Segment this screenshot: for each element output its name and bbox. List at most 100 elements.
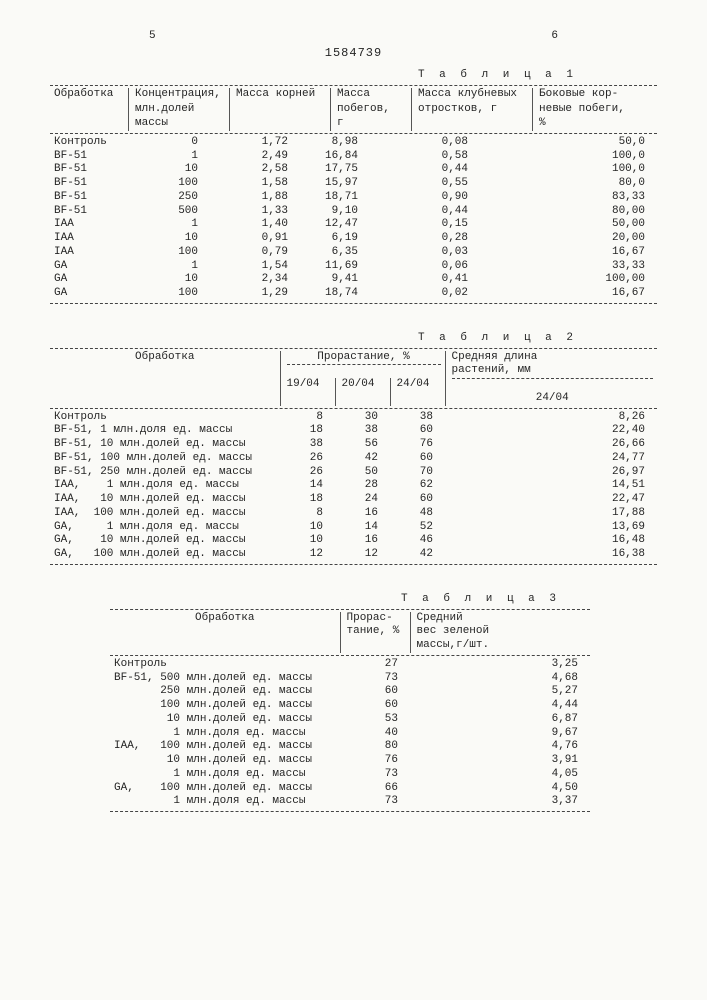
- t2-h2b: 20/04: [335, 378, 390, 392]
- table-row: GA1001,2918,740,0216,67: [50, 287, 657, 301]
- cell: 38: [280, 438, 335, 452]
- table-row: IAA, 100 млн.долей ед. массы8164817,88: [50, 507, 657, 521]
- cell: GA, 100 млн.долей ед. массы: [50, 548, 280, 562]
- cell: IAA: [50, 246, 120, 260]
- table-row: BF-515001,339,100,4480,00: [50, 205, 657, 219]
- cell: 24,77: [445, 452, 657, 466]
- table-row: BF-51, 10 млн.долей ед. массы38567626,66: [50, 438, 657, 452]
- cell: 18,71: [300, 191, 370, 205]
- t1-h4a: Масса: [331, 88, 412, 104]
- cell: 100: [120, 177, 210, 191]
- cell: 76: [340, 754, 410, 768]
- cell: 1,29: [210, 287, 300, 301]
- cell: GA: [50, 273, 120, 287]
- table-row: BF-51, 500 млн.долей ед. массы734,68: [110, 672, 590, 686]
- cell: 50: [335, 466, 390, 480]
- table3-body: Контроль273,25BF-51, 500 млн.долей ед. м…: [110, 658, 590, 809]
- table-row: GA, 100 млн.долей ед. массы12124216,38: [50, 548, 657, 562]
- cell: 48: [390, 507, 445, 521]
- cell: 50,0: [480, 136, 657, 150]
- cell: 14: [280, 479, 335, 493]
- page-numbers: 5 6: [50, 30, 657, 44]
- t3-h2a: Прорас-: [340, 612, 410, 626]
- t1-h4c: г: [331, 117, 412, 131]
- cell: 1,33: [210, 205, 300, 219]
- cell: GA, 1 млн.доля ед. массы: [50, 521, 280, 535]
- cell: 16: [335, 507, 390, 521]
- cell: 500: [120, 205, 210, 219]
- cell: 1,58: [210, 177, 300, 191]
- cell: 17,88: [445, 507, 657, 521]
- cell: 1,54: [210, 260, 300, 274]
- cell: 12,47: [300, 218, 370, 232]
- cell: IAA, 100 млн.долей ед. массы: [110, 740, 340, 754]
- cell: 14: [335, 521, 390, 535]
- t2-h1: Обработка: [50, 351, 280, 365]
- cell: 62: [390, 479, 445, 493]
- cell: 10: [120, 232, 210, 246]
- t2-h2c: 24/04: [390, 378, 445, 392]
- cell: 1,40: [210, 218, 300, 232]
- cell: 80: [340, 740, 410, 754]
- cell: 1: [120, 218, 210, 232]
- cell: 0,90: [370, 191, 480, 205]
- cell: 4,50: [410, 782, 590, 796]
- table-row: IAA, 10 млн.долей ед. массы18246022,47: [50, 493, 657, 507]
- table1-title: Т а б л и ц а 1: [50, 69, 577, 83]
- table-row: 10 млн.долей ед. массы763,91: [110, 754, 590, 768]
- cell: 0,41: [370, 273, 480, 287]
- cell: BF-51: [50, 205, 120, 219]
- cell: 9,10: [300, 205, 370, 219]
- cell: 16,67: [480, 246, 657, 260]
- t1-h2b: млн.долей: [129, 103, 230, 117]
- cell: IAA: [50, 218, 120, 232]
- cell: 3,25: [410, 658, 590, 672]
- t3-h1: Обработка: [110, 612, 340, 626]
- t1-h6b: невые побеги,: [533, 103, 658, 117]
- table-row: GA102,349,410,41100,00: [50, 273, 657, 287]
- table-row: IAA, 100 млн.долей ед. массы804,76: [110, 740, 590, 754]
- t1-h6c: %: [533, 117, 658, 131]
- cell: 16,38: [445, 548, 657, 562]
- t2-h2: Прорастание, %: [280, 351, 445, 365]
- cell: 3,37: [410, 795, 590, 809]
- cell: 16,67: [480, 287, 657, 301]
- table-row: Контроль830388,26: [50, 411, 657, 425]
- cell: 8,98: [300, 136, 370, 150]
- cell: 1 млн.доля ед. массы: [110, 795, 340, 809]
- cell: 80,00: [480, 205, 657, 219]
- cell: 1: [120, 260, 210, 274]
- cell: BF-51: [50, 177, 120, 191]
- cell: 8: [280, 411, 335, 425]
- table2-header: Обработка Прорастание, % Средняя длина р…: [50, 351, 657, 406]
- table-row: 1 млн.доля ед. массы734,05: [110, 768, 590, 782]
- table-row: 100 млн.долей ед. массы604,44: [110, 699, 590, 713]
- cell: 100: [120, 246, 210, 260]
- cell: IAA: [50, 232, 120, 246]
- cell: 0,44: [370, 205, 480, 219]
- t2-h3c: 24/04: [445, 392, 657, 406]
- t1-h5a: Масса клубневых: [412, 88, 533, 104]
- table-row: GA, 10 млн.долей ед. массы10164616,48: [50, 534, 657, 548]
- cell: BF-51, 1 млн.доля ед. массы: [50, 424, 280, 438]
- cell: 10: [280, 521, 335, 535]
- cell: 73: [340, 795, 410, 809]
- table-row: BF-5112,4916,840,58100,0: [50, 150, 657, 164]
- cell: 6,87: [410, 713, 590, 727]
- cell: 9,41: [300, 273, 370, 287]
- cell: BF-51, 500 млн.долей ед. массы: [110, 672, 340, 686]
- cell: 73: [340, 672, 410, 686]
- cell: 10: [280, 534, 335, 548]
- cell: 0,91: [210, 232, 300, 246]
- t1-h2a: Концентрация,: [129, 88, 230, 104]
- cell: 26,66: [445, 438, 657, 452]
- cell: 100,0: [480, 163, 657, 177]
- table-row: BF-512501,8818,710,9083,33: [50, 191, 657, 205]
- table-row: Контроль01,728,980,0850,0: [50, 136, 657, 150]
- cell: 4,76: [410, 740, 590, 754]
- t1-h1: Обработка: [50, 88, 129, 104]
- cell: 0,79: [210, 246, 300, 260]
- cell: 16: [335, 534, 390, 548]
- cell: 66: [340, 782, 410, 796]
- t3-h3c: массы,г/шт.: [410, 639, 590, 653]
